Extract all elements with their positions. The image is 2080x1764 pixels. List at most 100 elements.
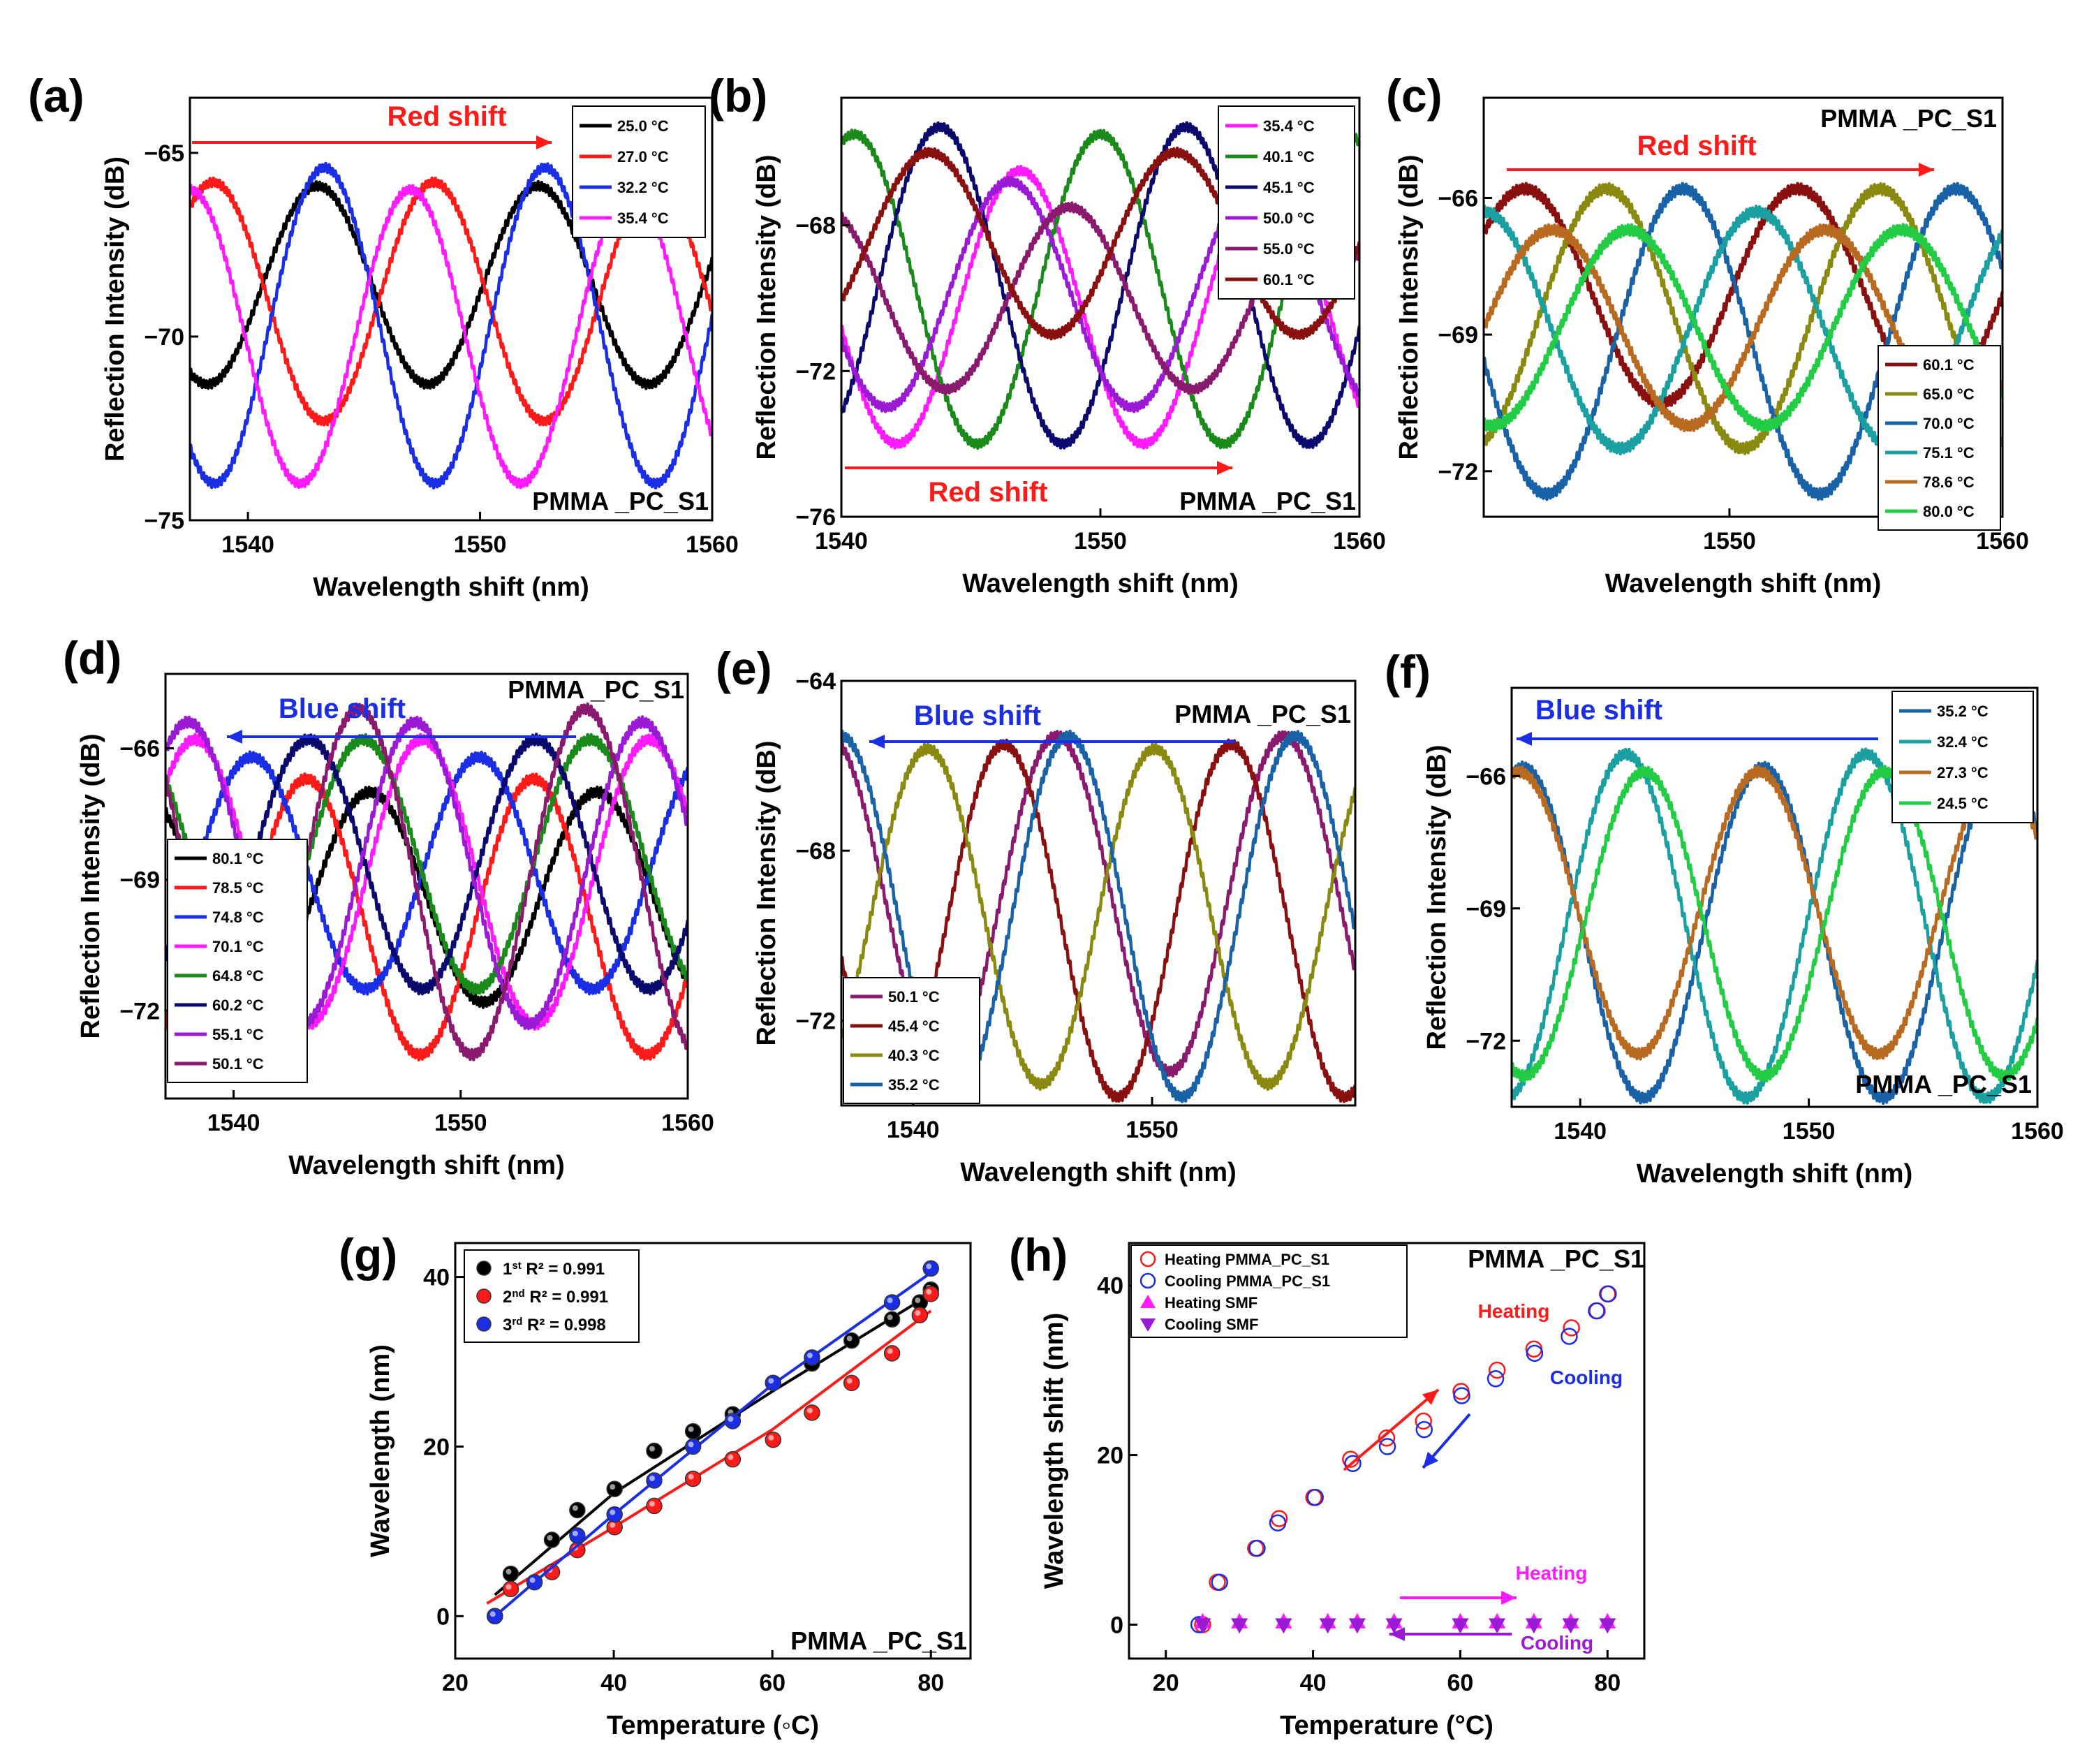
shift-arrow-head: [1517, 732, 1532, 746]
data-point-highlight: [572, 1530, 578, 1536]
data-point-highlight: [489, 1611, 496, 1617]
data-point: [1452, 1618, 1469, 1634]
spectrum-line: [165, 750, 688, 996]
data-point: [1599, 1618, 1616, 1634]
y-tick-label: −65: [144, 140, 184, 167]
data-point: [1248, 1539, 1266, 1557]
legend-label: 80.1 °C: [212, 850, 264, 867]
data-point: [569, 1501, 586, 1519]
legend-label: 78.6 °C: [1923, 473, 1975, 491]
data-point: [1561, 1328, 1578, 1345]
x-tick-label: 1540: [887, 1117, 940, 1143]
data-point: [1600, 1285, 1617, 1303]
data-point-highlight: [649, 1476, 655, 1481]
y-tick-label: −69: [1466, 896, 1506, 923]
data-point: [684, 1470, 702, 1487]
spectrum-line: [841, 128, 1359, 450]
plot-frame: [1128, 1242, 1646, 1660]
legend-label: 60.2 °C: [212, 997, 264, 1014]
y-tick-label: −72: [795, 1008, 836, 1034]
y-tick-label: −75: [144, 508, 184, 534]
x-tick-label: 20: [1153, 1670, 1179, 1696]
legend-label: 50.1 °C: [888, 988, 940, 1006]
data-point: [543, 1531, 561, 1548]
data-point: [606, 1506, 623, 1523]
data-point: [684, 1438, 702, 1455]
legend-box: [167, 839, 308, 1083]
panel-b: (b) 1540 1550 1560 −68 −72 −76 Wavelength shift…: [709, 70, 1386, 598]
x-tick-label: 1540: [221, 531, 274, 558]
spectrum-line: [190, 161, 712, 490]
panel-h: (h) 20 40 60 80 0 20 40 Temperature (°C) Waveleng…: [1009, 1229, 1646, 1740]
data-point: [765, 1431, 782, 1448]
data-point-highlight: [887, 1348, 893, 1354]
sample-annotation: PMMA _PC_S1: [1468, 1244, 1644, 1273]
data-point-highlight: [806, 1352, 813, 1358]
y-tick-label: 0: [1110, 1612, 1123, 1638]
shift-label: Red shift: [1637, 131, 1756, 161]
sample-annotation: PMMA _PC_S1: [532, 487, 709, 515]
data-point: [724, 1413, 742, 1429]
sample-annotation: PMMA _PC_S1: [1820, 104, 1997, 133]
panel-letter: (a): [28, 70, 84, 122]
legend-label: 32.2 °C: [617, 179, 669, 196]
shift-label: Blue shift: [914, 700, 1041, 731]
legend-label: Cooling SMF: [1165, 1316, 1258, 1333]
legend-label: Heating SMF: [1165, 1294, 1257, 1311]
panel-letter: (f): [1385, 646, 1431, 698]
legend-label: 2nd R² = 0.991: [503, 1288, 608, 1307]
y-tick-label: −68: [795, 838, 836, 865]
x-axis-title: Wavelength shift (nm): [962, 569, 1238, 598]
spectrum-line: [1512, 760, 2037, 1105]
data-point: [883, 1311, 901, 1328]
data-point: [646, 1442, 663, 1460]
legend-label: 24.5 °C: [1937, 795, 1989, 812]
y-tick-label: 40: [1097, 1273, 1123, 1300]
spectrum-line: [841, 146, 1359, 341]
spectrum-line: [1484, 182, 2002, 501]
shift-arrow-head: [1919, 163, 1934, 177]
data-point: [804, 1349, 820, 1366]
y-tick-label: −69: [1438, 322, 1478, 348]
data-point: [646, 1472, 663, 1489]
data-point-highlight: [887, 1314, 893, 1321]
plot-frame: [189, 96, 714, 522]
spectrum-line: [841, 742, 1355, 1092]
panel-f: (f) 1540 1550 1560 −66 −69 −72 Wavelength shift…: [1385, 646, 2064, 1189]
data-point: [843, 1374, 860, 1392]
data-point-highlight: [688, 1426, 694, 1432]
x-tick-label: 1550: [1126, 1117, 1179, 1143]
data-point: [804, 1404, 820, 1421]
cooling-arrow-head: [1423, 1451, 1438, 1468]
x-tick-label: 40: [1300, 1670, 1327, 1696]
shift-arrow-head: [536, 135, 552, 149]
y-tick-label: 20: [423, 1434, 450, 1460]
legend-label: 55.0 °C: [1263, 240, 1315, 258]
data-point: [843, 1332, 860, 1349]
data-point: [606, 1480, 623, 1497]
data-point: [1489, 1618, 1506, 1634]
x-tick-label: 1560: [686, 531, 739, 558]
legend-label: 32.4 °C: [1937, 733, 1989, 751]
legend-label: 27.3 °C: [1937, 764, 1989, 781]
x-tick-label: 1550: [1703, 528, 1756, 554]
y-tick-label: −70: [144, 324, 184, 351]
panel-c: (c) 1550 1560 −66 −69 −72 Wavelength shift (nm…: [1386, 70, 2029, 598]
legend-marker: [1140, 1295, 1156, 1308]
data-point: [911, 1307, 929, 1323]
legend-label: 50.1 °C: [212, 1055, 264, 1073]
shift-arrow-head: [869, 735, 885, 749]
legend-label: 80.0 °C: [1923, 503, 1975, 520]
legend-label: 65.0 °C: [1923, 385, 1975, 403]
smf-cooling-label: Cooling: [1521, 1632, 1593, 1654]
y-axis-title: Reflection Intensity (dB): [1394, 154, 1424, 460]
legend-label: 3rd R² = 0.998: [503, 1316, 606, 1335]
legend-marker: [476, 1316, 492, 1332]
x-tick-label: 1550: [454, 531, 507, 558]
legend-marker: [1139, 1251, 1156, 1267]
legend-superscript: rd: [512, 1316, 522, 1328]
panel-letter: (h): [1009, 1229, 1068, 1281]
y-tick-label: −72: [1466, 1028, 1506, 1054]
data-point: [1306, 1489, 1324, 1506]
data-point-highlight: [806, 1407, 813, 1413]
